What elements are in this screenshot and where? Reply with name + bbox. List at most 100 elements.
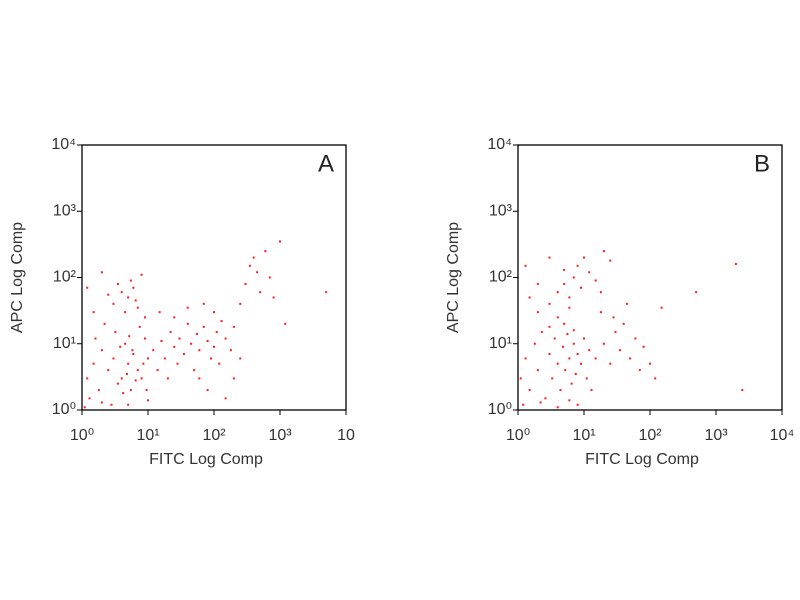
point — [218, 362, 221, 365]
point — [198, 377, 201, 380]
point — [574, 372, 577, 375]
y-tick-label: 10¹ — [489, 335, 512, 352]
panel-letter: A — [318, 150, 334, 177]
point — [229, 349, 232, 352]
y-tick-label: 10² — [53, 269, 77, 286]
point — [198, 349, 201, 352]
point — [583, 337, 585, 340]
point — [220, 320, 223, 323]
point — [618, 349, 621, 352]
plot-frame — [81, 144, 347, 411]
point — [576, 353, 579, 356]
point — [169, 331, 172, 334]
x-tick-label: 10² — [202, 427, 226, 444]
point — [568, 399, 571, 402]
point — [579, 286, 582, 289]
point — [272, 296, 275, 299]
point — [120, 377, 123, 380]
point — [127, 296, 130, 299]
x-tick-label: 10⁰ — [506, 427, 530, 444]
point — [209, 357, 212, 360]
point — [129, 389, 132, 392]
point — [134, 379, 137, 382]
point — [107, 369, 110, 372]
y-tick-label: 10⁴ — [51, 136, 76, 153]
point — [206, 340, 209, 343]
point — [588, 349, 591, 352]
point — [158, 311, 161, 314]
point — [248, 264, 251, 267]
point — [88, 397, 91, 400]
point — [629, 357, 632, 360]
x-tick-label: 10³ — [268, 427, 292, 444]
point — [202, 325, 205, 328]
point — [568, 306, 571, 309]
point — [166, 377, 169, 380]
point — [563, 268, 566, 271]
point — [206, 389, 209, 392]
y-tick-label: 10² — [489, 269, 513, 286]
point — [256, 271, 259, 274]
point — [176, 362, 179, 365]
point — [116, 382, 119, 385]
point — [524, 357, 527, 360]
point — [559, 389, 562, 392]
point — [522, 403, 525, 406]
point — [572, 329, 575, 332]
point — [548, 353, 551, 356]
x-tick-label: 10³ — [704, 427, 728, 444]
point — [622, 322, 625, 325]
point — [147, 399, 149, 402]
x-tick-label: 10² — [638, 427, 662, 444]
point — [561, 345, 564, 348]
point — [614, 331, 617, 334]
point — [638, 369, 641, 372]
point — [654, 377, 657, 380]
point — [232, 325, 235, 328]
point — [544, 397, 547, 400]
point — [116, 282, 119, 285]
point — [195, 333, 198, 336]
y-tick-label: 10⁰ — [52, 401, 76, 418]
point — [239, 302, 242, 305]
point — [114, 331, 117, 334]
point — [112, 357, 115, 360]
point — [556, 316, 559, 319]
point — [540, 331, 543, 334]
point — [548, 256, 551, 259]
point — [193, 369, 196, 372]
point — [602, 250, 605, 253]
panel: 10⁰ 10¹ 10² 10³ 10⁴ 10⁰ 10¹ 10² 10³ 10⁴ FITC Log C… — [445, 136, 794, 468]
point — [136, 306, 139, 309]
point — [107, 293, 110, 296]
point — [138, 325, 141, 328]
point — [128, 335, 131, 338]
point — [140, 273, 143, 276]
point — [224, 397, 227, 400]
point — [642, 345, 645, 348]
point — [239, 357, 242, 360]
point — [112, 302, 115, 305]
point — [585, 377, 588, 380]
point — [533, 342, 536, 345]
plot-frame — [517, 144, 783, 411]
point — [583, 256, 585, 259]
point — [599, 291, 602, 294]
point — [244, 282, 247, 285]
point — [173, 316, 176, 319]
point — [125, 372, 128, 375]
point — [602, 342, 605, 345]
point — [186, 322, 189, 325]
point — [579, 362, 582, 365]
point — [548, 302, 551, 305]
point — [163, 357, 166, 360]
point — [609, 362, 612, 365]
point — [178, 337, 181, 340]
point — [626, 302, 629, 305]
point — [556, 291, 559, 294]
point — [132, 286, 135, 289]
point — [572, 342, 575, 345]
point — [86, 377, 89, 380]
point — [147, 357, 149, 360]
